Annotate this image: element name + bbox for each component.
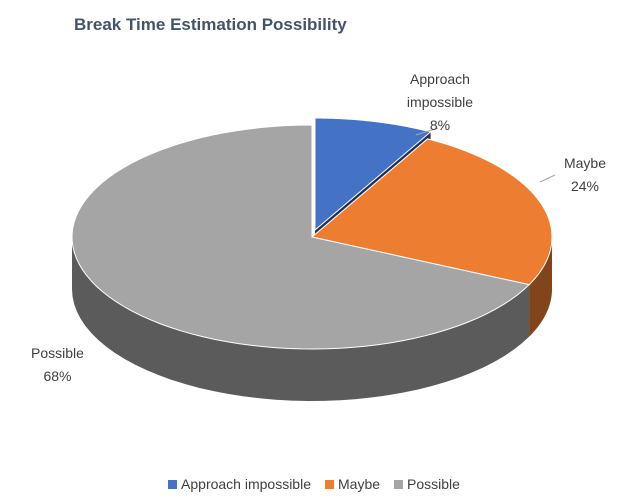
legend: Approach impossible Maybe Possible xyxy=(0,476,628,492)
leader-line xyxy=(539,174,556,183)
legend-item: Possible xyxy=(394,476,460,492)
legend-item: Approach impossible xyxy=(168,476,311,492)
slice-side xyxy=(72,237,530,401)
data-label-value: 8% xyxy=(429,117,451,133)
pie-tops xyxy=(71,117,553,350)
data-label: Maybe 24% xyxy=(540,152,628,198)
legend-label: Approach impossible xyxy=(181,476,311,492)
pie-slice xyxy=(71,124,531,350)
data-label: Approach impossible 8% xyxy=(385,68,495,137)
pie-slice xyxy=(310,138,553,286)
legend-label: Possible xyxy=(407,476,460,492)
data-label-value: 24% xyxy=(570,178,600,194)
legend-swatch xyxy=(325,480,334,489)
legend-item: Maybe xyxy=(325,476,380,492)
data-label: Possible 68% xyxy=(10,342,105,388)
data-label-value: 68% xyxy=(43,368,72,384)
data-label-category: Maybe xyxy=(563,155,607,171)
pie-slice xyxy=(314,117,432,232)
data-label-category: Approach impossible xyxy=(406,71,474,110)
legend-swatch xyxy=(394,480,404,489)
legend-label: Maybe xyxy=(338,476,381,492)
legend-swatch xyxy=(168,480,178,489)
chart-title: Break Time Estimation Possibility xyxy=(74,15,347,34)
data-label-category: Possible xyxy=(31,345,84,361)
leader-line xyxy=(415,127,439,136)
